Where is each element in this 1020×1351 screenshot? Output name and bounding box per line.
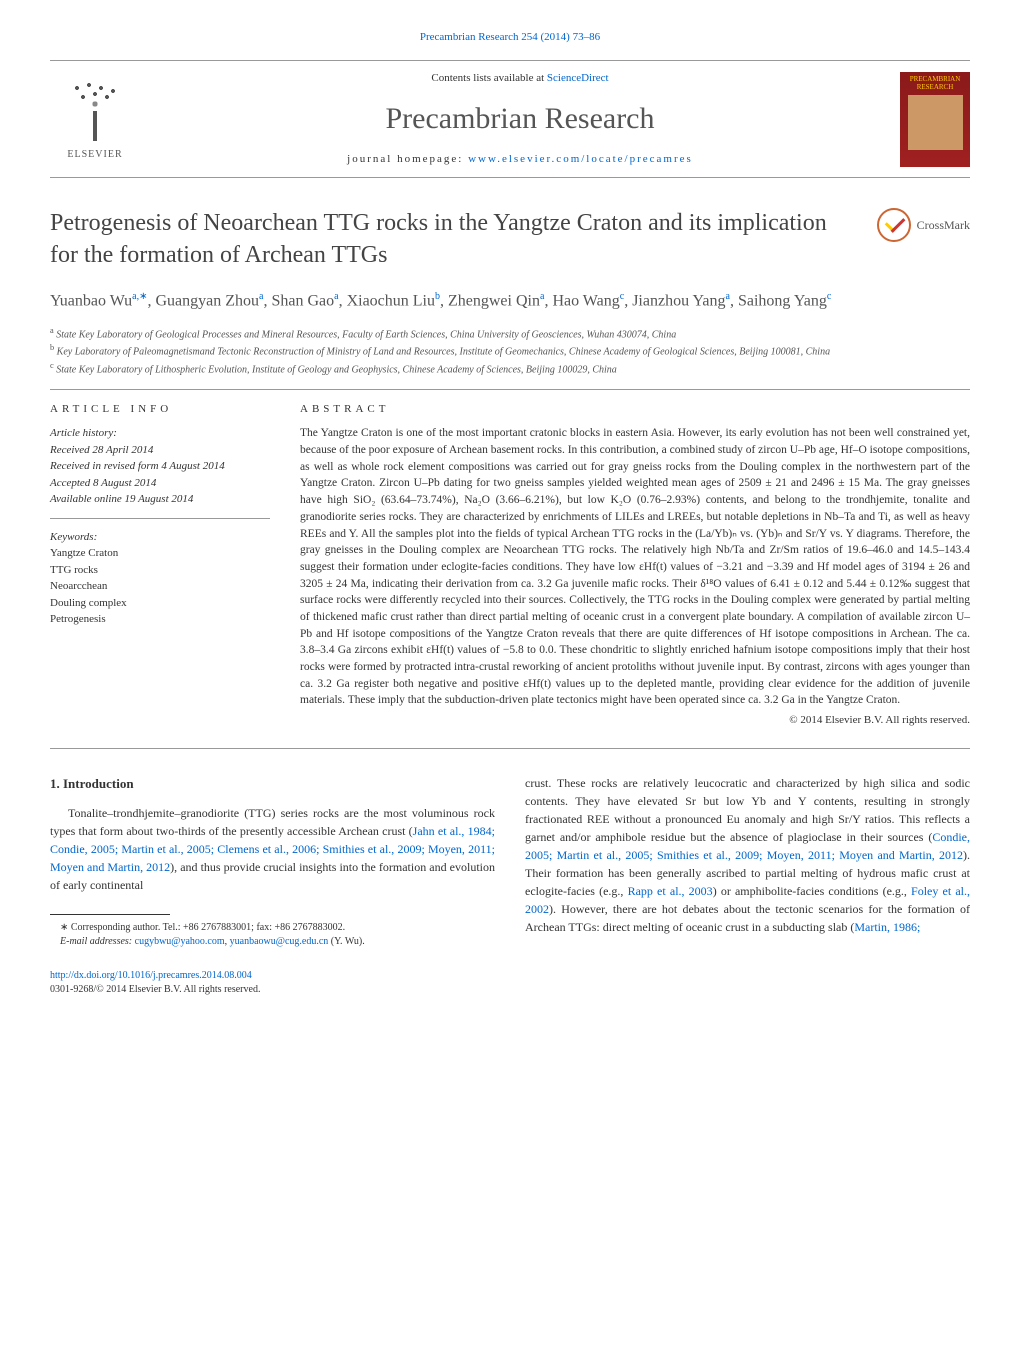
keyword-item: Douling complex [50, 595, 270, 612]
divider [50, 748, 970, 749]
journal-banner: ELSEVIER Contents lists available at Sci… [50, 60, 970, 178]
keyword-item: Petrogenesis [50, 611, 270, 628]
intro-paragraph-continued: crust. These rocks are relatively leucoc… [525, 774, 970, 936]
affiliations: a State Key Laboratory of Geological Pro… [50, 325, 970, 377]
affiliation-a: a State Key Laboratory of Geological Pro… [50, 325, 970, 342]
sciencedirect-link[interactable]: ScienceDirect [547, 72, 609, 84]
keywords-label: Keywords: [50, 529, 270, 546]
abstract: ABSTRACT The Yangtze Craton is one of th… [300, 402, 970, 728]
history-received: Received 28 April 2014 [50, 442, 270, 459]
doi-link[interactable]: http://dx.doi.org/10.1016/j.precamres.20… [50, 970, 252, 981]
intro-heading: 1. Introduction [50, 774, 495, 794]
email-link-1[interactable]: cugybwu@yahoo.com [135, 936, 225, 947]
history-revised: Received in revised form 4 August 2014 [50, 458, 270, 475]
email-link-2[interactable]: yuanbaowu@cug.edu.cn [230, 936, 329, 947]
citation-header: Precambrian Research 254 (2014) 73–86 [50, 30, 970, 45]
elsevier-text: ELSEVIER [67, 148, 122, 162]
homepage-prefix: journal homepage: [347, 153, 468, 165]
history-block: Article history: Received 28 April 2014 … [50, 425, 270, 519]
homepage-link[interactable]: www.elsevier.com/locate/precamres [468, 153, 693, 165]
affiliation-b: b Key Laboratory of Paleomagnetismand Te… [50, 342, 970, 359]
keyword-item: TTG rocks [50, 562, 270, 579]
footer: http://dx.doi.org/10.1016/j.precamres.20… [50, 969, 495, 997]
corresponding-author: ∗ Corresponding author. Tel.: +86 276788… [50, 921, 495, 935]
footnotes: ∗ Corresponding author. Tel.: +86 276788… [50, 921, 495, 949]
affiliation-c: c State Key Laboratory of Lithospheric E… [50, 360, 970, 377]
info-abstract-row: ARTICLE INFO Article history: Received 2… [50, 402, 970, 728]
history-online: Available online 19 August 2014 [50, 491, 270, 508]
title-row: Petrogenesis of Neoarchean TTG rocks in … [50, 208, 970, 270]
journal-homepage: journal homepage: www.elsevier.com/locat… [140, 152, 900, 167]
contents-line: Contents lists available at ScienceDirec… [140, 71, 900, 86]
banner-center: Contents lists available at ScienceDirec… [140, 71, 900, 168]
main-content: 1. Introduction Tonalite–trondhjemite–gr… [50, 774, 970, 997]
crossmark-badge[interactable]: CrossMark [877, 208, 970, 242]
elsevier-logo: ELSEVIER [50, 69, 140, 169]
contents-prefix: Contents lists available at [431, 72, 546, 84]
article-title: Petrogenesis of Neoarchean TTG rocks in … [50, 208, 877, 270]
footnote-divider [50, 914, 170, 915]
info-heading: ARTICLE INFO [50, 402, 270, 417]
abstract-heading: ABSTRACT [300, 402, 970, 417]
column-left: 1. Introduction Tonalite–trondhjemite–gr… [50, 774, 495, 997]
copyright: © 2014 Elsevier B.V. All rights reserved… [300, 713, 970, 728]
crossmark-label: CrossMark [917, 217, 970, 234]
column-right: crust. These rocks are relatively leucoc… [525, 774, 970, 997]
authors-list: Yuanbao Wua,∗, Guangyan Zhoua, Shan Gaoa… [50, 289, 970, 313]
keyword-item: Yangtze Craton [50, 545, 270, 562]
article-info: ARTICLE INFO Article history: Received 2… [50, 402, 270, 728]
intro-paragraph: Tonalite–trondhjemite–granodiorite (TTG)… [50, 804, 495, 894]
divider [50, 389, 970, 390]
journal-title: Precambrian Research [140, 98, 900, 140]
history-label: Article history: [50, 425, 270, 442]
keywords-block: Keywords: Yangtze Craton TTG rocks Neoar… [50, 529, 270, 628]
journal-cover: PRECAMBRIAN RESEARCH [900, 72, 970, 167]
elsevier-tree-icon [60, 76, 130, 146]
issn-line: 0301-9268/© 2014 Elsevier B.V. All right… [50, 984, 260, 995]
crossmark-icon [877, 208, 911, 242]
abstract-text: The Yangtze Craton is one of the most im… [300, 425, 970, 708]
keyword-item: Neoarcchean [50, 578, 270, 595]
cover-title: PRECAMBRIAN RESEARCH [904, 76, 966, 91]
cover-image [908, 95, 963, 150]
history-accepted: Accepted 8 August 2014 [50, 475, 270, 492]
email-line: E-mail addresses: cugybwu@yahoo.com, yua… [50, 935, 495, 949]
